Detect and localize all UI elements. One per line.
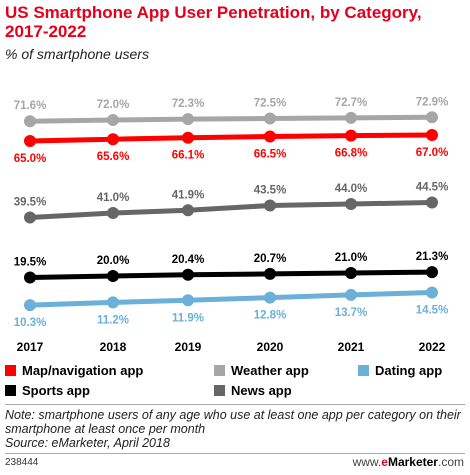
data-point-news-app (264, 199, 276, 212)
legend-item-weather: Weather app (214, 362, 309, 380)
data-label-sports-app: 20.7% (254, 253, 287, 265)
chart-subtitle: % of smartphone users (5, 46, 149, 62)
data-point-map-navigation-app (182, 131, 194, 144)
data-point-dating-app (107, 296, 119, 309)
data-point-sports-app (345, 267, 357, 279)
data-point-news-app (182, 204, 194, 217)
legend-swatch (358, 365, 369, 376)
data-point-sports-app (24, 271, 36, 284)
series-line-news-app (29, 200, 433, 220)
legend-item-map-navigation: Map/navigation app (5, 362, 143, 380)
series-line-sports-app (29, 269, 433, 280)
series-line-weather-app (29, 114, 433, 124)
legend-item-sports: Sports app (5, 382, 90, 400)
data-point-sports-app (182, 268, 194, 281)
data-point-news-app (24, 211, 36, 224)
data-label-weather-app: 72.3% (172, 98, 205, 110)
series-line-dating-app (29, 290, 433, 308)
data-label-news-app: 43.5% (254, 185, 287, 197)
data-label-news-app: 44.5% (416, 182, 449, 194)
legend-label: Sports app (22, 383, 90, 398)
data-label-news-app: 41.0% (97, 192, 130, 204)
chart-id: 238444 (5, 457, 39, 468)
legend-label: Map/navigation app (22, 363, 144, 378)
x-tick-label: 2020 (257, 340, 284, 354)
data-label-sports-app: 21.3% (416, 251, 449, 263)
data-point-weather-app (107, 114, 119, 126)
data-label-map-navigation-app: 66.5% (254, 149, 287, 161)
series-line-map-navigation-app (29, 132, 433, 144)
data-point-map-navigation-app (426, 129, 438, 141)
data-point-dating-app (24, 299, 36, 312)
data-point-map-navigation-app (345, 129, 357, 142)
data-point-map-navigation-app (24, 135, 36, 147)
x-tick-label: 2018 (100, 340, 127, 354)
data-label-sports-app: 20.0% (97, 255, 130, 267)
data-label-dating-app: 11.2% (97, 314, 129, 326)
legend-swatch (5, 385, 16, 396)
data-label-dating-app: 10.3% (14, 317, 47, 329)
data-point-weather-app (345, 111, 357, 124)
brand-name: Marketer (387, 455, 438, 469)
data-label-map-navigation-app: 65.0% (14, 153, 47, 165)
brand-e: e (381, 455, 388, 469)
data-point-news-app (426, 196, 438, 209)
legend-swatch (214, 365, 225, 376)
emarketer-logo[interactable]: www.eMarketer.com (353, 455, 464, 469)
data-label-map-navigation-app: 67.0% (416, 147, 449, 159)
data-label-weather-app: 72.0% (97, 99, 130, 111)
legend-label: News app (231, 383, 292, 398)
legend-label: Weather app (231, 363, 309, 378)
data-point-weather-app (426, 111, 438, 124)
data-label-dating-app: 12.8% (254, 310, 287, 322)
line-chart: 2017 2018 2019 2020 2021 2022 71.6% 72.0% 72.3% 7… (14, 96, 449, 354)
legend-item-dating: Dating app (358, 362, 442, 380)
legend-item-news: News app (214, 382, 292, 400)
data-point-weather-app (182, 113, 194, 126)
data-point-dating-app (345, 288, 357, 301)
data-point-weather-app (24, 115, 36, 128)
data-point-dating-app (182, 294, 194, 307)
data-label-dating-app: 14.5% (416, 305, 449, 317)
data-label-sports-app: 21.0% (335, 252, 368, 264)
data-label-map-navigation-app: 65.6% (97, 151, 130, 163)
data-point-map-navigation-app (107, 133, 119, 146)
data-label-dating-app: 13.7% (335, 307, 368, 319)
chart-title: US Smartphone App User Penetration, by C… (5, 3, 422, 41)
data-point-sports-app (264, 267, 276, 280)
brand-prefix: www. (352, 455, 382, 469)
data-label-news-app: 39.5% (14, 197, 47, 209)
data-point-map-navigation-app (264, 130, 276, 143)
x-tick-label: 2017 (17, 340, 44, 354)
data-label-map-navigation-app: 66.8% (335, 148, 368, 160)
data-label-sports-app: 19.5% (14, 257, 47, 269)
data-label-map-navigation-app: 66.1% (172, 150, 205, 162)
data-label-sports-app: 20.4% (172, 254, 205, 266)
data-point-sports-app (426, 266, 438, 279)
data-label-dating-app: 11.9% (172, 312, 204, 324)
brand-suffix: .com (437, 455, 464, 469)
data-label-weather-app: 72.5% (254, 98, 287, 110)
data-label-news-app: 41.9% (172, 189, 205, 201)
chart-source: Source: eMarketer, April 2018 (5, 436, 170, 450)
data-point-news-app (107, 207, 119, 219)
data-label-weather-app: 72.7% (335, 97, 368, 109)
data-label-weather-app: 71.6% (14, 100, 47, 112)
legend-swatch (214, 385, 225, 396)
data-point-news-app (345, 198, 357, 210)
chart-note: Note: smartphone users of any age who us… (5, 408, 461, 436)
data-point-dating-app (426, 286, 438, 299)
divider (5, 404, 465, 405)
divider (5, 453, 465, 454)
data-point-weather-app (264, 112, 276, 125)
data-point-sports-app (107, 270, 119, 282)
data-label-weather-app: 72.9% (416, 96, 449, 108)
x-tick-label: 2019 (175, 340, 202, 354)
x-tick-label: 2022 (419, 340, 446, 354)
legend-swatch (5, 365, 16, 376)
data-point-dating-app (264, 291, 276, 304)
data-label-news-app: 44.0% (335, 183, 368, 195)
legend-label: Dating app (375, 363, 443, 378)
x-tick-label: 2021 (338, 340, 365, 354)
